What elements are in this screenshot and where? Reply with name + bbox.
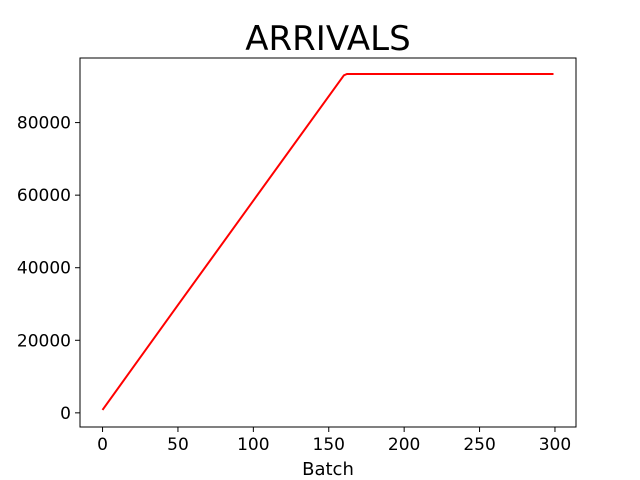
y-tick-label: 40000: [17, 259, 71, 279]
x-tick-label: 0: [97, 435, 108, 455]
y-tick-label: 60000: [17, 186, 71, 206]
x-axis-label: Batch: [302, 459, 354, 480]
series-group: [101, 73, 554, 411]
x-tick-label: 50: [167, 435, 189, 455]
x-tick-label: 200: [388, 435, 420, 455]
x-axis: 0 50 100 150 200 250 300: [97, 427, 571, 455]
y-axis: 0 20000 40000 60000 80000: [17, 114, 80, 424]
plot-frame: [79, 57, 577, 428]
x-tick-label: 100: [237, 435, 269, 455]
series-line-arrivals: [101, 73, 554, 411]
x-tick-label: 300: [539, 435, 571, 455]
y-tick-label: 20000: [17, 331, 71, 351]
chart-title: ARRIVALS: [245, 19, 410, 59]
x-tick-label: 150: [313, 435, 345, 455]
y-tick-label: 0: [60, 404, 71, 424]
x-tick-label: 250: [463, 435, 495, 455]
y-tick-label: 80000: [17, 114, 71, 134]
